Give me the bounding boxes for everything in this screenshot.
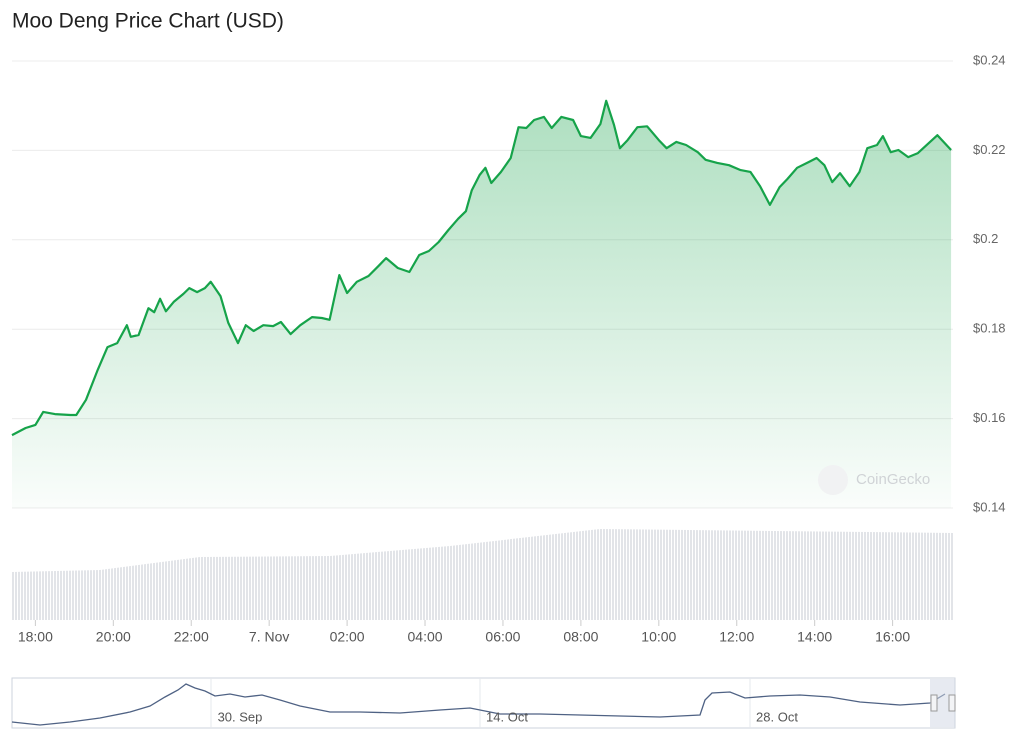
chart-title: Moo Deng Price Chart (USD) <box>12 10 284 33</box>
y-tick-label: $0.24 <box>973 52 1006 67</box>
x-tick-label: 20:00 <box>96 629 131 645</box>
x-tick-label: 16:00 <box>875 629 910 645</box>
watermark: CoinGecko <box>856 471 930 488</box>
navigator-label: 28. Oct <box>756 709 798 724</box>
x-tick-label: 08:00 <box>563 629 598 645</box>
navigator-handle[interactable] <box>948 694 956 712</box>
navigator-line <box>11 683 946 726</box>
x-tick-label: 06:00 <box>485 629 520 645</box>
x-tick-label: 18:00 <box>18 629 53 645</box>
navigator-label: 14. Oct <box>486 709 528 724</box>
x-tick-label: 22:00 <box>174 629 209 645</box>
y-tick-label: $0.2 <box>973 231 998 246</box>
navigator-frame <box>11 677 956 729</box>
navigator-label: 30. Sep <box>218 709 263 724</box>
x-tick-label: 02:00 <box>330 629 365 645</box>
navigator-handle[interactable] <box>930 694 938 712</box>
volume-bars <box>12 529 953 620</box>
price-line <box>11 99 952 437</box>
y-tick-label: $0.18 <box>973 321 1006 336</box>
y-tick-label: $0.22 <box>973 142 1006 157</box>
x-tick-label: 10:00 <box>641 629 676 645</box>
y-tick-label: $0.14 <box>973 499 1006 514</box>
x-tick-label: 12:00 <box>719 629 754 645</box>
x-tick-label: 04:00 <box>408 629 443 645</box>
area-fill <box>12 100 952 509</box>
watermark-logo <box>818 465 848 495</box>
x-tick-label: 7. Nov <box>249 629 289 645</box>
y-tick-label: $0.16 <box>973 410 1006 425</box>
x-tick-label: 14:00 <box>797 629 832 645</box>
